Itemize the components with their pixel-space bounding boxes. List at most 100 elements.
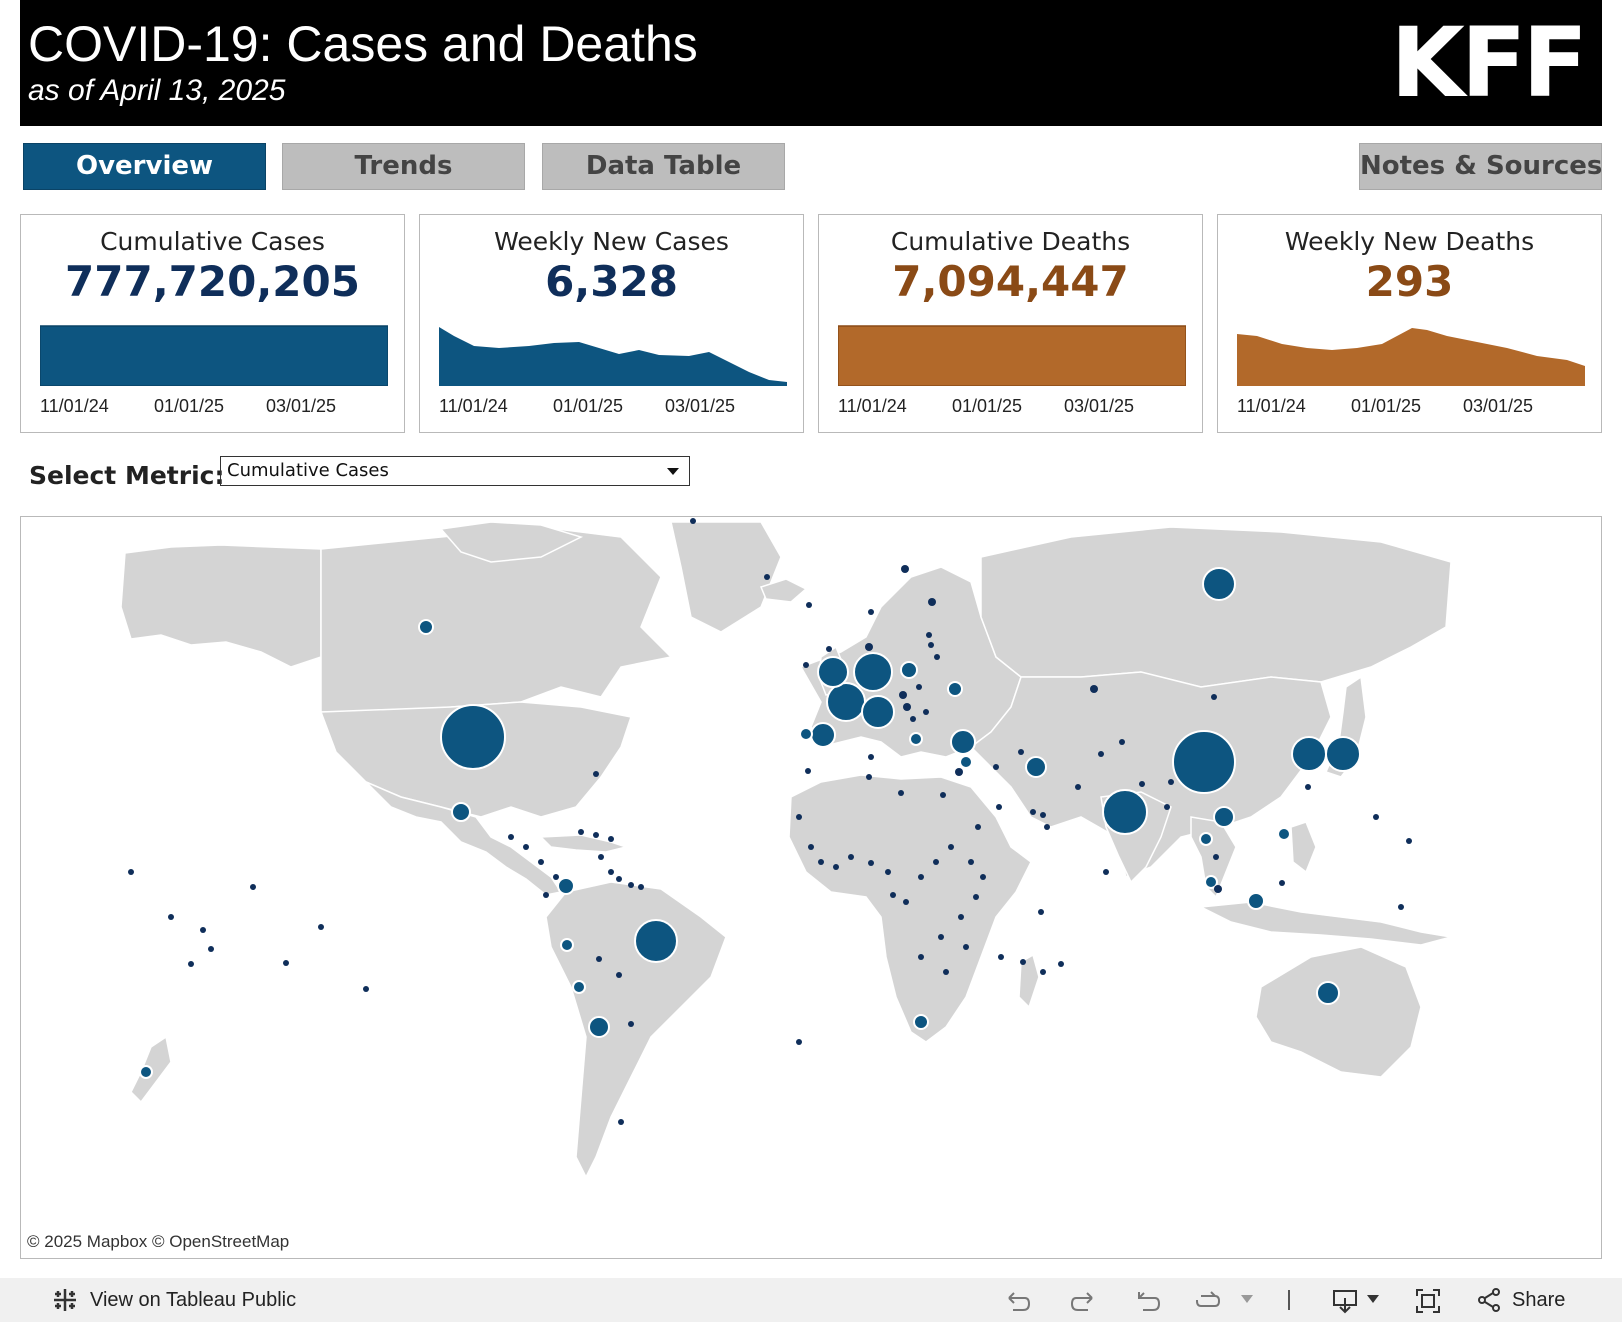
pause-dropdown-icon[interactable] — [1240, 1294, 1254, 1304]
tab-overview[interactable]: Overview — [23, 143, 266, 190]
sparkline-cumulative-deaths[interactable] — [838, 324, 1186, 386]
land-alaska — [120, 544, 322, 668]
toolbar-divider — [1288, 1290, 1290, 1310]
download-dropdown-icon[interactable] — [1366, 1294, 1380, 1304]
bubble-south-africa — [913, 1014, 929, 1030]
world-map[interactable]: © 2025 Mapbox © OpenStreetMap — [20, 516, 1602, 1259]
card-title: Weekly New Deaths — [1284, 227, 1535, 256]
date-axis: 11/01/24 01/01/25 03/01/25 — [1237, 396, 1585, 420]
share-icon — [1478, 1288, 1500, 1312]
land-south-america — [545, 881, 727, 1179]
land-philippines — [1290, 821, 1317, 874]
bubble-australia — [1316, 981, 1340, 1005]
undo-icon[interactable] — [1005, 1288, 1031, 1314]
tab-trends[interactable]: Trends — [282, 143, 525, 190]
sparkline-weekly-new-deaths[interactable] — [1237, 324, 1585, 386]
bubble-iran — [1025, 756, 1047, 778]
bubble-ukraine — [947, 681, 963, 697]
download-icon[interactable] — [1332, 1288, 1358, 1314]
bubble-israel — [959, 755, 973, 769]
bubble-india — [1102, 789, 1148, 835]
bubble-south-korea — [1291, 736, 1327, 772]
bubble-portugal — [799, 727, 813, 741]
date-axis: 11/01/24 01/01/25 03/01/25 — [439, 396, 787, 420]
tick-label: 03/01/25 — [266, 396, 337, 416]
header-banner: COVID-19: Cases and Deaths as of April 1… — [20, 0, 1602, 126]
tick-label: 01/01/25 — [1351, 396, 1422, 416]
bubble-argentina — [588, 1016, 610, 1038]
tick-label: 01/01/25 — [952, 396, 1023, 416]
bubble-italy — [861, 695, 895, 729]
notes-sources-button[interactable]: Notes & Sources — [1359, 143, 1602, 190]
land-arctic-islands — [439, 521, 584, 563]
map-credit[interactable]: © 2025 Mapbox © OpenStreetMap — [27, 1232, 290, 1251]
share-label: Share — [1512, 1289, 1566, 1311]
land-russia — [980, 526, 1452, 688]
land-greenland — [670, 521, 782, 633]
card-cumulative-cases: Cumulative Cases 777,720,205 11/01/24 01… — [20, 214, 405, 433]
bubble-uk — [817, 656, 849, 688]
tick-label: 11/01/24 — [40, 396, 109, 416]
map-canvas[interactable] — [21, 517, 1600, 1257]
date-axis: 11/01/24 01/01/25 03/01/25 — [40, 396, 388, 420]
land-africa — [788, 774, 1032, 1043]
card-value: 6,328 — [545, 257, 678, 306]
card-value: 7,094,447 — [892, 257, 1129, 306]
bubble-chile — [572, 980, 586, 994]
dropdown-arrow-icon — [667, 468, 679, 475]
bubble-indonesia — [1247, 892, 1265, 910]
land-masses — [120, 521, 1452, 1179]
land-caribbean — [539, 834, 629, 853]
sparkline-weekly-new-cases[interactable] — [439, 324, 787, 386]
bubble-canada — [418, 619, 434, 635]
card-title: Cumulative Deaths — [890, 227, 1131, 256]
card-value: 293 — [1365, 257, 1454, 306]
revert-icon[interactable] — [1135, 1288, 1161, 1314]
card-title: Weekly New Cases — [494, 227, 729, 256]
bubble-china — [1172, 730, 1236, 794]
kff-logo: KFF — [1390, 7, 1588, 119]
bubble-malaysia — [1204, 875, 1218, 889]
metric-select[interactable]: Cumulative Cases — [220, 456, 690, 486]
date-axis: 11/01/24 01/01/25 03/01/25 — [838, 396, 1186, 420]
bubble-japan — [1325, 736, 1361, 772]
bubble-mexico — [451, 802, 471, 822]
card-value: 777,720,205 — [65, 257, 360, 306]
land-australia — [1255, 946, 1422, 1078]
page-title: COVID-19: Cases and Deaths — [28, 16, 698, 72]
tick-label: 01/01/25 — [154, 396, 225, 416]
bubble-france — [826, 682, 866, 722]
tick-label: 11/01/24 — [838, 396, 907, 416]
bubble-peru — [560, 938, 574, 952]
bubble-poland — [900, 661, 918, 679]
land-madagascar — [1018, 953, 1040, 1009]
tableau-toolbar: View on Tableau Public Share — [0, 1278, 1622, 1322]
case-bubbles — [139, 567, 1361, 1079]
tick-label: 11/01/24 — [1237, 396, 1306, 416]
card-weekly-new-cases: Weekly New Cases 6,328 11/01/24 01/01/25… — [419, 214, 804, 433]
bubble-spain — [810, 722, 836, 748]
bubble-thailand — [1199, 832, 1213, 846]
bubble-germany — [853, 652, 893, 692]
bubble-brazil — [634, 919, 678, 963]
card-weekly-new-deaths: Weekly New Deaths 293 11/01/24 01/01/25 … — [1217, 214, 1602, 433]
tick-label: 03/01/25 — [1064, 396, 1135, 416]
land-iceland — [759, 578, 808, 603]
small-bubbles — [128, 518, 1412, 1125]
redo-icon[interactable] — [1070, 1288, 1096, 1314]
tab-data-table[interactable]: Data Table — [542, 143, 785, 190]
view-on-tableau-label: View on Tableau Public — [90, 1289, 297, 1311]
tick-label: 03/01/25 — [1463, 396, 1534, 416]
land-central-asia — [969, 671, 1332, 879]
fullscreen-icon[interactable] — [1415, 1288, 1441, 1314]
bubble-greece — [909, 732, 923, 746]
bubble-turkey — [950, 729, 976, 755]
select-metric-label: Select Metric: — [29, 461, 225, 490]
bubble-vietnam — [1213, 806, 1235, 828]
card-title: Cumulative Cases — [100, 227, 325, 256]
tick-label: 01/01/25 — [553, 396, 624, 416]
refresh-icon[interactable] — [1195, 1288, 1221, 1314]
sparkline-cumulative-cases[interactable] — [40, 324, 388, 386]
bubble-russia — [1202, 567, 1236, 601]
bubble-philippines — [1277, 827, 1291, 841]
